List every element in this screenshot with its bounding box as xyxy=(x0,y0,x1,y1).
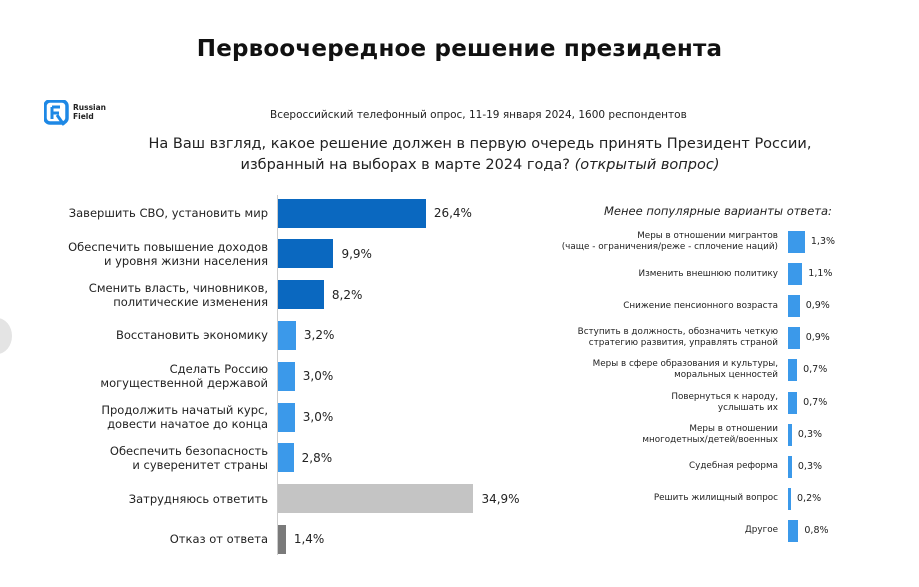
bar-value-label: 9,9% xyxy=(341,246,372,261)
bar-value-label: 0,3% xyxy=(797,428,823,440)
bar-value-label: 8,2% xyxy=(331,287,363,302)
bar xyxy=(788,327,800,350)
bar-label: Обеспечить безопасность и суверенитет ст… xyxy=(109,443,268,472)
bar-label: Вступить в должность, обозначить четкую … xyxy=(577,327,778,349)
bar xyxy=(788,519,799,542)
bar-label: Повернуться к народу, услышать их xyxy=(671,391,778,413)
bar-label: Восстановить экономику xyxy=(115,328,268,343)
question-note: (открытый вопрос) xyxy=(574,157,720,173)
bar xyxy=(278,320,296,350)
secondary-chart-title: Менее популярные варианты ответа: xyxy=(604,204,832,218)
bar-label: Обеспечить повышение доходов и уровня жи… xyxy=(68,239,268,268)
bar-label: Снижение пенсионного возраста xyxy=(623,300,778,311)
bar-label: Отказ от ответа xyxy=(169,532,268,547)
bar-value-label: 0,2% xyxy=(797,492,822,504)
bar-label: Затрудняюсь ответить xyxy=(128,491,268,506)
svg-text:Field: Field xyxy=(73,112,94,121)
bar xyxy=(278,198,426,228)
bar-value-label: 0,7% xyxy=(803,364,828,376)
bar-label: Меры в сфере образования и культуры, мор… xyxy=(592,359,778,381)
bar xyxy=(788,487,791,510)
bar-value-label: 3,0% xyxy=(302,369,334,384)
bar xyxy=(788,391,798,414)
bar-value-label: 0,8% xyxy=(804,524,829,536)
bar-label: Меры в отношении многодетных/детей/военн… xyxy=(642,423,778,445)
bar-label: Изменить внешнюю политику xyxy=(638,268,778,279)
edge-decoration xyxy=(0,318,12,354)
bar-label: Решить жилищный вопрос xyxy=(653,493,778,504)
bar-value-label: 2,8% xyxy=(301,450,333,465)
chart-axis-line xyxy=(277,195,278,555)
bar-value-label: 1,3% xyxy=(810,236,836,247)
bar-value-label: 1,1% xyxy=(808,268,833,280)
bar-label: Сменить власть, чиновников, политические… xyxy=(88,280,268,309)
bar-value-label: 1,4% xyxy=(293,532,325,547)
bar-value-label: 34,9% xyxy=(481,491,520,506)
bar-label: Другое xyxy=(744,525,778,536)
bar-label: Меры в отношении мигрантов (чаще - огран… xyxy=(561,231,778,252)
bar-value-label: 0,3% xyxy=(797,460,823,472)
bar xyxy=(278,524,286,554)
bar-value-label: 3,0% xyxy=(302,410,334,424)
bar xyxy=(788,359,798,382)
question-text: На Ваш взгляд, какое решение должен в пе… xyxy=(148,136,812,173)
bar xyxy=(788,295,800,318)
bar xyxy=(278,361,295,391)
bar-label: Сделать Россию могущественной державой xyxy=(100,362,268,391)
russian-field-logo: Russian Field xyxy=(43,99,124,130)
bar-value-label: 0,9% xyxy=(805,300,830,312)
bar xyxy=(788,423,792,446)
page-title: Первоочередное решение президента xyxy=(196,36,723,62)
survey-question: На Ваш взгляд, какое решение должен в пе… xyxy=(120,134,840,176)
bar xyxy=(278,443,294,473)
bar-value-label: 0,7% xyxy=(803,396,828,408)
bar xyxy=(788,455,792,478)
bar xyxy=(278,239,334,269)
bar-label: Судебная реформа xyxy=(688,461,778,472)
survey-subtitle: Всероссийский телефонный опрос, 11-19 ян… xyxy=(270,109,687,121)
bar xyxy=(278,402,295,432)
bar-value-label: 3,2% xyxy=(303,328,335,343)
bar xyxy=(278,280,324,310)
bar xyxy=(278,484,474,514)
bar-label: Продолжить начатый курс, довести начатое… xyxy=(101,403,268,431)
bar-value-label: 0,9% xyxy=(805,332,830,344)
bar-label: Завершить СВО, установить мир xyxy=(68,206,268,220)
svg-text:Russian: Russian xyxy=(73,103,106,112)
bar xyxy=(788,263,803,286)
bar xyxy=(788,231,805,253)
bar-value-label: 26,4% xyxy=(433,206,472,220)
